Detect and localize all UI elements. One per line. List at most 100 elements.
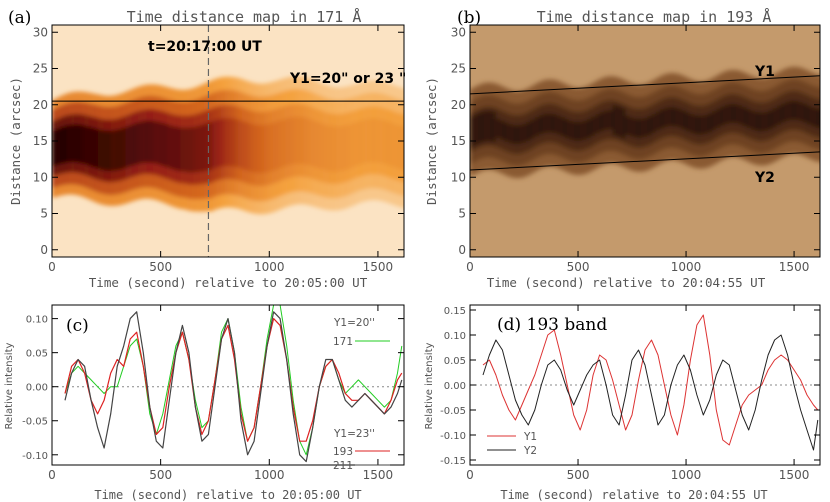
heat-cell [534,117,541,137]
panel-a-title: Time distance map in 171 Å [127,7,362,26]
heat-cell [500,120,506,140]
heat-cell [820,109,825,128]
panel-b-heatmap [470,66,825,179]
heat-cell [603,110,610,130]
heat-cell [530,119,536,139]
heat-cell [386,121,392,166]
heat-cell [664,107,670,127]
panel-a-time-annotation: t=20:17:00 UT [148,39,262,55]
heat-cell [521,123,528,143]
heat-cell [291,117,297,165]
heat-cell [164,124,171,168]
heat-cell [703,115,709,134]
heat-cell [759,112,765,132]
y-tick-label: 0.10 [26,315,48,326]
heat-cell [404,101,409,197]
heat-cell [526,122,532,141]
heat-cell [690,114,696,134]
heat-cell [621,108,627,139]
panel-d-axes: 0 500 1000 1500 -0.15 -0.10 -0.05 0.00 0.05 0.10 0… [440,305,820,482]
heat-cell [539,115,545,135]
heat-cell [282,119,288,167]
heat-cell [811,107,817,127]
y-tick-label: 0.05 [26,349,48,360]
heat-cell [807,105,813,125]
heat-cell [86,126,93,166]
panel-b-band [470,66,825,179]
heat-cell [260,124,266,173]
heat-cell [590,116,597,136]
heat-cell [677,108,683,128]
series-line-y1 [482,314,819,446]
heat-cell [737,105,744,125]
y-tick-label: -0.15 [440,456,466,467]
heat-cell [112,130,119,171]
heat-cell [681,110,688,130]
heat-cell [191,127,197,173]
y-tick-label: 15 [451,134,466,148]
heat-cell [364,118,371,163]
heat-cell [356,121,362,166]
y-tick-label: 25 [33,62,48,76]
heat-cell [755,112,761,132]
panel-c-legend-y2: Y1=23'' [333,428,375,440]
panel-a-tag: (a) [8,8,31,28]
heat-cell [789,100,796,120]
heat-cell [820,88,825,150]
heat-cell [373,118,379,163]
x-tick-label: 500 [567,468,590,482]
heat-cell [694,115,701,135]
heat-cell [547,113,554,133]
heat-cell [382,120,388,164]
heat-cell [707,113,713,133]
heat-cell [130,124,136,166]
heat-cell [330,126,336,172]
heat-cell [543,113,549,133]
heat-cell [815,108,820,128]
panel-b-xlabel: Time (second) relative to 20:04:55 UT [487,275,766,290]
x-tick-label: 1000 [671,468,702,482]
heat-cell [204,123,210,171]
heat-cell [95,128,101,169]
heat-cell [82,125,88,165]
heat-cell [772,108,778,128]
y-tick-label: 10 [33,170,48,184]
heat-cell [304,117,310,165]
y-tick-label: 30 [33,25,48,39]
heat-cell [317,122,323,169]
heat-cell [569,120,575,140]
y-tick-label: 20 [33,98,48,112]
heat-cell [199,124,206,172]
heat-cell [369,118,375,163]
heat-cell [230,118,236,167]
heat-cell [286,117,293,166]
heat-cell [178,127,184,172]
heat-cell [91,127,97,168]
y-tick-label: -0.10 [22,451,48,462]
x-tick-label: 1000 [254,468,285,482]
heat-cell [578,121,584,141]
cut-line-y1 [470,75,820,95]
heat-cell [573,121,580,141]
heat-cell [390,123,397,167]
heat-cell [647,116,653,136]
heat-cell [478,112,484,143]
x-tick-label: 1000 [671,260,702,274]
heat-cell [724,104,731,124]
heat-cell [295,116,301,164]
heat-cell [768,110,774,130]
panel-d-ylabel: Relative intensity [424,342,435,429]
heat-cell [308,119,314,166]
panel-b-title: Time distance map in 193 Å [537,7,772,26]
panel-c-legend-193: 193 [333,446,353,458]
y-tick-label: 0.15 [444,306,466,317]
x-tick-label: 0 [48,468,56,482]
heat-cell [264,124,271,173]
heat-cell [108,130,114,172]
panel-c-axes: 0 500 1000 1500 -0.10 -0.05 0.00 0.05 0.10 [22,305,404,482]
heat-cell [599,112,605,132]
panel-a-band [52,76,409,215]
y-tick-label: 0.05 [444,356,466,367]
heat-cell [763,112,770,131]
heat-cell [487,110,493,142]
